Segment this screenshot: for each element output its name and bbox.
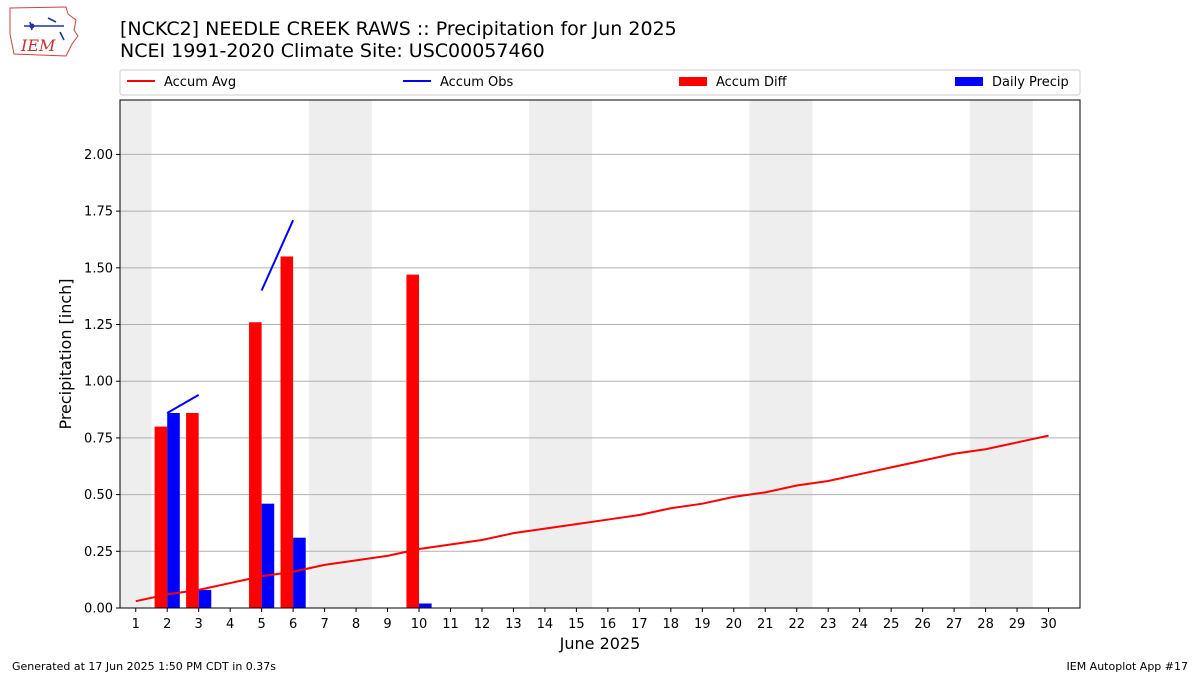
x-tick-label: 6 (289, 617, 297, 632)
plot-area (120, 100, 1080, 608)
legend-label: Daily Precip (992, 75, 1069, 90)
y-tick-label: 2.00 (84, 148, 113, 163)
accum-avg-line (135, 434, 1049, 603)
legend-label: Accum Obs (440, 75, 513, 90)
generated-timestamp: Generated at 17 Jun 2025 1:50 PM CDT in … (12, 660, 277, 673)
legend-label: Accum Diff (716, 75, 788, 90)
x-tick-label: 25 (883, 617, 900, 632)
x-tick-label: 21 (757, 617, 774, 632)
daily-precip-bar (198, 589, 212, 608)
y-tick-label: 0.25 (84, 545, 113, 560)
x-tick-label: 2 (163, 617, 171, 632)
y-tick-label: 1.75 (84, 205, 113, 220)
weekend-shading (749, 100, 813, 608)
daily-precip-bar (167, 412, 180, 608)
accum-diff-bar (186, 412, 199, 608)
legend-swatch-bar (955, 77, 983, 86)
weekend-shading (969, 100, 1033, 608)
accum-diff-bar (249, 322, 262, 608)
weekend-shading (120, 100, 152, 608)
x-tick-label: 8 (352, 617, 360, 632)
weekend-shading (308, 100, 372, 608)
accum-diff-bar (154, 426, 168, 608)
accum-obs-line (260, 219, 295, 291)
x-tick-label: 18 (663, 617, 680, 632)
x-tick-label: 15 (568, 617, 585, 632)
x-tick-label: 26 (914, 617, 931, 632)
accum-diff-bar (406, 274, 420, 608)
logo-text: IEM (20, 36, 56, 55)
accum-obs-line (166, 393, 200, 414)
x-tick-label: 29 (1009, 617, 1026, 632)
legend-label: Accum Avg (164, 75, 236, 90)
chart-subtitle: NCEI 1991-2020 Climate Site: USC00057460 (120, 40, 545, 62)
legend-box (119, 69, 1081, 96)
daily-precip-bar (419, 603, 432, 608)
x-tick-label: 3 (195, 617, 203, 632)
x-tick-label: 28 (977, 617, 994, 632)
y-tick-label: 0.00 (84, 602, 113, 617)
x-tick-label: 14 (537, 617, 554, 632)
x-tick-label: 10 (411, 617, 428, 632)
y-tick-label: 1.50 (84, 261, 113, 276)
x-tick-label: 12 (474, 617, 491, 632)
x-tick-label: 20 (725, 617, 742, 632)
station-icon (29, 23, 35, 29)
x-tick-label: 7 (320, 617, 328, 632)
x-tick-label: 23 (820, 617, 837, 632)
x-tick-label: 11 (442, 617, 459, 632)
accum-diff-bar (280, 256, 294, 608)
x-tick-label: 22 (788, 617, 805, 632)
plot-frame (119, 99, 1081, 609)
y-tick-label: 1.00 (84, 375, 113, 390)
x-tick-label: 13 (505, 617, 522, 632)
daily-precip-bar (261, 503, 275, 608)
x-tick-label: 5 (257, 617, 265, 632)
x-tick-label: 27 (946, 617, 963, 632)
x-tick-label: 4 (226, 617, 234, 632)
x-tick-label: 24 (851, 617, 868, 632)
iowa-outline-icon (9, 6, 79, 57)
chart-title: [NCKC2] NEEDLE CREEK RAWS :: Precipitati… (120, 18, 677, 40)
x-tick-label: 30 (1040, 617, 1057, 632)
y-axis-label: Precipitation [inch] (56, 278, 75, 429)
x-tick-label: 1 (132, 617, 140, 632)
x-tick-label: 19 (694, 617, 711, 632)
iem-logo: IEM (9, 6, 79, 57)
y-tick-label: 0.75 (84, 431, 113, 446)
y-tick-label: 1.25 (84, 318, 113, 333)
y-tick-label: 0.50 (84, 488, 113, 503)
weekend-shading (529, 100, 593, 608)
x-tick-label: 9 (383, 617, 391, 632)
daily-precip-bar (293, 537, 306, 608)
x-tick-label: 17 (631, 617, 648, 632)
x-tick-label: 16 (600, 617, 617, 632)
app-credit: IEM Autoplot App #17 (1066, 660, 1189, 673)
x-axis-label: June 2025 (559, 634, 641, 653)
legend-swatch-bar (679, 77, 707, 86)
wind-icon (24, 17, 65, 41)
